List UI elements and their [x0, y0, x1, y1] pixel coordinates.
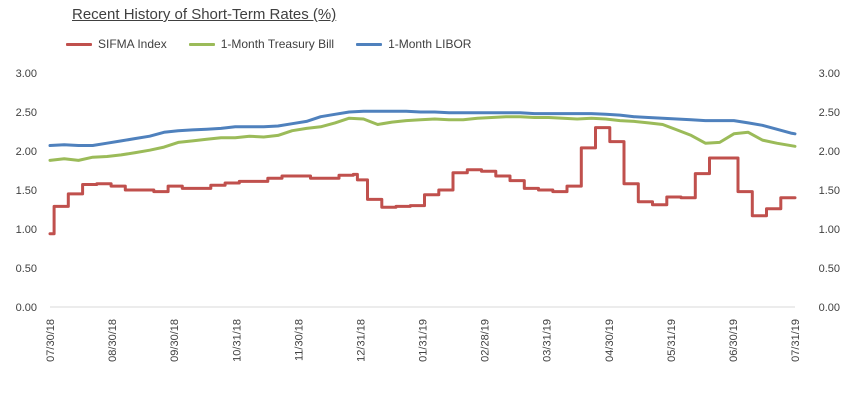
legend-swatch-libor [356, 42, 383, 46]
y-tick-label-right: 0.50 [819, 263, 840, 275]
legend-item-treasury: 1-Month Treasury Bill [188, 37, 335, 51]
y-tick-label-right: 2.00 [819, 146, 840, 158]
y-axis-left: 0.00 0.50 1.00 1.50 2.00 2.50 3.00 [16, 68, 37, 314]
x-tick-label: 05/31/19 [666, 319, 678, 362]
legend: SIFMA Index 1-Month Treasury Bill 1-Mont… [66, 37, 471, 51]
legend-label-treasury: 1-Month Treasury Bill [220, 37, 335, 51]
y-tick-label-left: 3.00 [16, 68, 37, 80]
y-tick-label-left: 0.50 [16, 263, 37, 275]
y-tick-label-left: 1.50 [16, 185, 37, 197]
x-tick-label: 03/31/19 [542, 319, 554, 362]
x-tick-label: 04/30/19 [604, 319, 616, 362]
x-tick-label: 02/28/19 [480, 319, 492, 362]
legend-item-libor: 1-Month LIBOR [356, 37, 471, 51]
chart-title: Recent History of Short-Term Rates (%) [72, 6, 337, 23]
legend-swatch-treasury [188, 42, 215, 46]
y-tick-label-right: 0.00 [819, 302, 840, 314]
x-tick-label: 12/31/18 [355, 319, 367, 362]
x-tick-label: 01/31/19 [418, 319, 430, 362]
legend-label-sifma: SIFMA Index [98, 37, 167, 51]
x-tick-label: 11/30/18 [293, 319, 305, 361]
series-line-sifma [48, 126, 797, 236]
y-axis-right: 0.00 0.50 1.00 1.50 2.00 2.50 3.00 [819, 68, 840, 314]
x-tick-label: 07/31/19 [790, 319, 802, 362]
x-tick-label: 07/30/18 [45, 319, 57, 362]
x-axis: 07/30/18 08/30/18 09/30/18 10/31/18 11/30/18… [45, 319, 802, 362]
y-tick-label-right: 1.50 [819, 185, 840, 197]
series-layer [48, 109, 797, 236]
series-line-treasury [48, 115, 797, 162]
y-tick-label-left: 0.00 [16, 302, 37, 314]
x-tick-label: 08/30/18 [107, 319, 119, 362]
y-tick-label-left: 1.00 [16, 224, 37, 236]
x-tick-label: 10/31/18 [231, 319, 243, 362]
legend-item-sifma: SIFMA Index [66, 37, 167, 51]
y-tick-label-right: 2.50 [819, 107, 840, 119]
x-tick-label: 09/30/18 [169, 319, 181, 362]
series-line-libor [48, 109, 797, 147]
legend-swatch-sifma [66, 42, 92, 46]
legend-label-libor: 1-Month LIBOR [388, 37, 472, 51]
y-tick-label-right: 3.00 [819, 68, 840, 80]
x-tick-label: 06/30/19 [728, 319, 740, 362]
y-tick-label-left: 2.00 [16, 146, 37, 158]
y-tick-label-right: 1.00 [819, 224, 840, 236]
y-tick-label-left: 2.50 [16, 107, 37, 119]
